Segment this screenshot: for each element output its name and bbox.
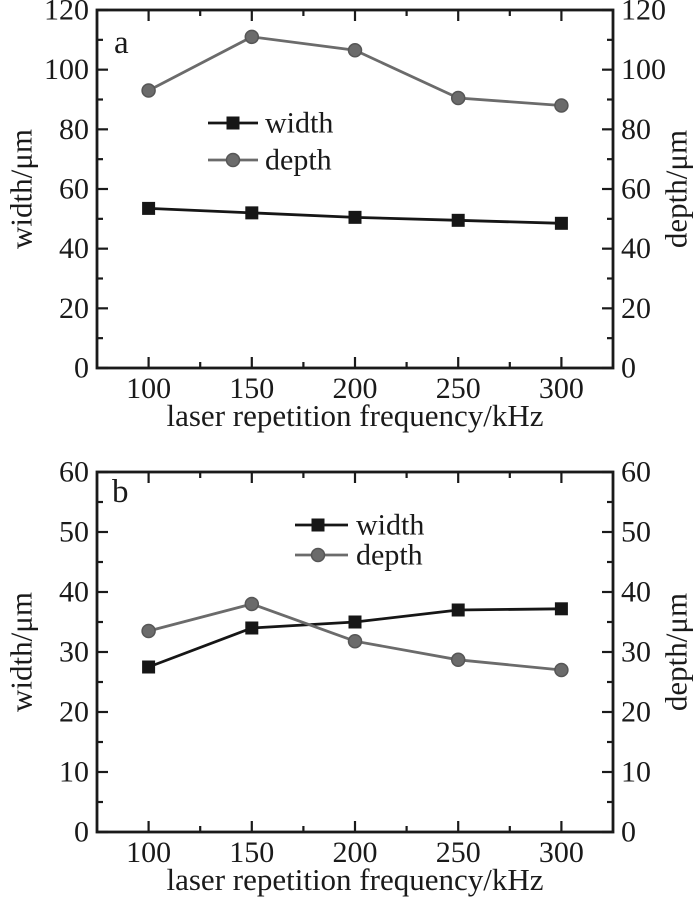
marker-square (554, 216, 568, 230)
marker-square (348, 210, 362, 224)
x-tick-label: 100 (126, 372, 171, 405)
plot-box (95, 470, 615, 834)
series-markers-width (142, 602, 568, 674)
y-tick-label-right: 30 (621, 636, 651, 669)
marker-square (311, 518, 325, 532)
x-tick-label: 200 (333, 836, 378, 869)
marker-circle (450, 90, 466, 106)
y-tick-label-left: 80 (59, 113, 89, 146)
axis-ticks (97, 470, 613, 834)
panel-label: a (114, 25, 129, 61)
series-markers-width (142, 201, 568, 230)
y-axis-title-left: width/μm (4, 592, 39, 712)
x-axis-title: laser repetition frequency/kHz (167, 862, 544, 897)
y-tick-label-left: 10 (59, 756, 89, 789)
x-tick-label: 200 (333, 372, 378, 405)
tick-labels: 100 150 200 250 300 0 0 10 10 20 20 30 30 40 40 50 50 60 6… (59, 456, 651, 870)
x-axis-title: laser repetition frequency/kHz (167, 398, 544, 433)
marker-circle (244, 29, 260, 45)
y-tick-label-left: 120 (44, 0, 89, 27)
series-markers-depth (141, 29, 569, 113)
y-axis-title-right: depth/μm (659, 130, 694, 248)
chart-panel-a: 100 150 200 250 300 0 0 20 20 40 40 60 60 80 80 100 100 1… (4, 0, 694, 433)
legend: width depth (208, 107, 333, 177)
x-tick-label: 100 (126, 836, 171, 869)
y-tick-label-right: 80 (621, 113, 651, 146)
y-tick-label-right: 40 (621, 232, 651, 265)
x-tick-label: 300 (539, 372, 584, 405)
y-tick-label-left: 60 (59, 173, 89, 206)
marker-circle (450, 652, 466, 668)
y-tick-label-left: 40 (59, 576, 89, 609)
tick-labels: 100 150 200 250 300 0 0 20 20 40 40 60 60 80 80 100 100 1… (44, 0, 666, 405)
y-tick-label-right: 100 (621, 53, 666, 86)
y-tick-label-left: 50 (59, 516, 89, 549)
x-tick-label: 300 (539, 836, 584, 869)
y-tick-label-right: 120 (621, 0, 666, 27)
marker-circle (554, 662, 569, 678)
marker-square (142, 201, 156, 215)
plot-box (95, 8, 615, 370)
y-tick-label-left: 60 (59, 456, 89, 489)
y-tick-label-right: 20 (621, 696, 651, 729)
y-axis-title-left: width/μm (4, 129, 39, 249)
y-tick-label-left: 0 (74, 816, 89, 849)
y-tick-label-right: 20 (621, 292, 651, 325)
marker-square (451, 603, 465, 617)
marker-circle (244, 596, 260, 612)
y-tick-label-left: 20 (59, 696, 89, 729)
y-axis-title-right: depth/μm (659, 593, 694, 711)
y-tick-label-right: 50 (621, 516, 651, 549)
marker-circle (310, 547, 326, 563)
marker-square (451, 213, 465, 227)
marker-square (226, 116, 240, 130)
y-tick-label-right: 60 (621, 456, 651, 489)
marker-square (142, 660, 156, 674)
y-tick-label-left: 30 (59, 636, 89, 669)
y-tick-label-left: 40 (59, 232, 89, 265)
y-tick-label-left: 20 (59, 292, 89, 325)
legend-label-depth: depth (265, 144, 332, 177)
marker-circle (347, 43, 363, 58)
y-tick-label-right: 0 (621, 816, 636, 849)
y-tick-label-right: 40 (621, 576, 651, 609)
marker-circle (347, 633, 363, 649)
legend-label-depth: depth (356, 539, 423, 572)
y-tick-label-right: 10 (621, 756, 651, 789)
y-tick-label-left: 0 (74, 352, 89, 385)
legend-label-width: width (356, 509, 424, 542)
y-tick-label-right: 0 (621, 352, 636, 385)
legend-label-width: width (265, 107, 333, 140)
x-tick-label: 150 (229, 372, 274, 405)
chart-panel-b: 100 150 200 250 300 0 0 10 10 20 20 30 30 40 40 50 50 60 6… (4, 456, 694, 898)
marker-circle (141, 83, 156, 98)
x-tick-label: 150 (229, 836, 274, 869)
axis-ticks (97, 8, 613, 370)
marker-circle (554, 98, 569, 113)
marker-square (245, 206, 259, 220)
marker-circle (141, 623, 156, 639)
y-tick-label-left: 100 (44, 53, 89, 86)
panel-label: b (112, 474, 129, 510)
marker-square (348, 615, 362, 629)
series-markers-depth (141, 596, 569, 678)
marker-circle (225, 152, 241, 168)
marker-square (245, 621, 259, 635)
marker-square (554, 602, 568, 616)
y-tick-label-right: 60 (621, 173, 651, 206)
x-tick-label: 250 (436, 836, 481, 869)
x-tick-label: 250 (436, 372, 481, 405)
